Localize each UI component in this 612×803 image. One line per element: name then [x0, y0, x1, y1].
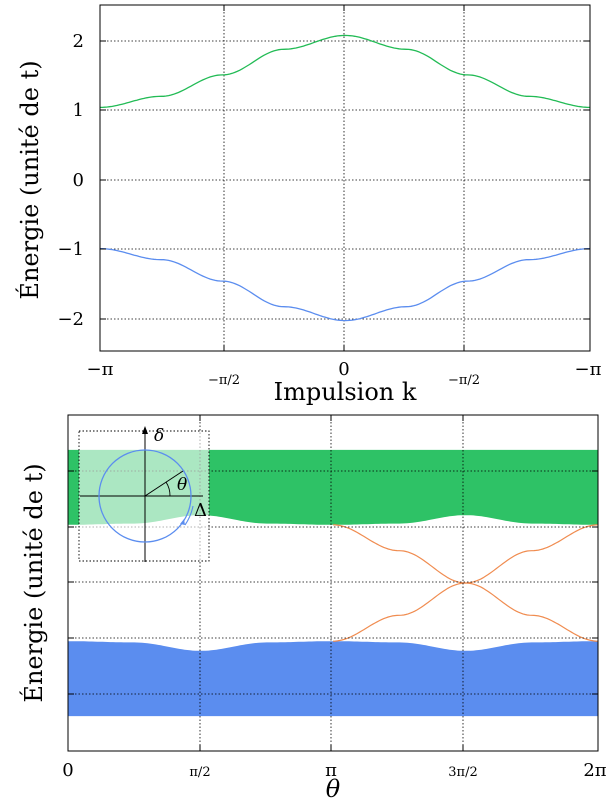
- top-ytick-label: −1: [57, 239, 84, 260]
- top-panel: 2 1 0 −1 −2 −π −π/2 0 −π/2 −π Impulsion …: [15, 4, 602, 406]
- bottom-edge-state-line: [332, 524, 599, 642]
- top-grid: [100, 5, 590, 351]
- inset-arrowhead: [142, 426, 148, 434]
- bottom-tick-marks: [68, 415, 598, 751]
- inset-circle: [98, 449, 192, 543]
- top-lower-band-line: [100, 247, 590, 322]
- top-tick-marks: [100, 5, 590, 351]
- top-x-tick-labels: −π −π/2 0 −π/2 −π: [87, 359, 602, 388]
- bottom-panel: δ θ Δ 0 π/2 π 3π/2 2π θ Énergie (unité d…: [19, 414, 607, 803]
- top-upper-band-line: [100, 34, 590, 109]
- inset-gap-label: Δ: [194, 500, 207, 521]
- top-y-axis-label: Énergie (unité de t): [15, 60, 44, 299]
- top-x-axis-label: Impulsion k: [274, 378, 417, 406]
- bottom-xtick-label: 3π/2: [448, 765, 477, 780]
- top-y-tick-labels: 2 1 0 −1 −2: [57, 31, 84, 330]
- inset-radius-line: [144, 470, 184, 497]
- top-xtick-label: −π/2: [208, 373, 240, 388]
- inset-theta-label: θ: [177, 475, 187, 495]
- inset-rotation-arrowhead: [180, 519, 185, 525]
- bottom-x-tick-labels: 0 π/2 π 3π/2 2π: [62, 760, 607, 781]
- bottom-xtick-label: π: [325, 760, 337, 781]
- top-xtick-label: −π: [575, 359, 602, 380]
- top-ytick-label: 1: [73, 100, 84, 121]
- bottom-plot-frame: [67, 414, 599, 752]
- top-plot-frame: [99, 4, 591, 352]
- inset-rotation-arrow: [184, 505, 194, 526]
- bottom-lower-band-area: [68, 641, 598, 717]
- inset-diagram: δ θ Δ: [78, 426, 210, 562]
- bottom-y-axis-label: Énergie (unité de t): [19, 463, 48, 702]
- bottom-xtick-label: 0: [62, 760, 73, 781]
- top-xtick-label: −π/2: [448, 373, 480, 388]
- inset-theta-arc: [165, 481, 171, 497]
- bottom-x-axis-label: θ: [326, 775, 341, 803]
- top-ytick-label: −2: [57, 309, 84, 330]
- top-ytick-label: 0: [73, 170, 84, 191]
- bottom-xtick-label: 2π: [583, 760, 606, 781]
- inset-delta-label: δ: [154, 426, 164, 446]
- top-xtick-label: −π: [87, 359, 114, 380]
- bottom-xtick-label: π/2: [189, 765, 210, 780]
- top-ytick-label: 2: [73, 31, 84, 52]
- top-xtick-label: 0: [338, 359, 349, 380]
